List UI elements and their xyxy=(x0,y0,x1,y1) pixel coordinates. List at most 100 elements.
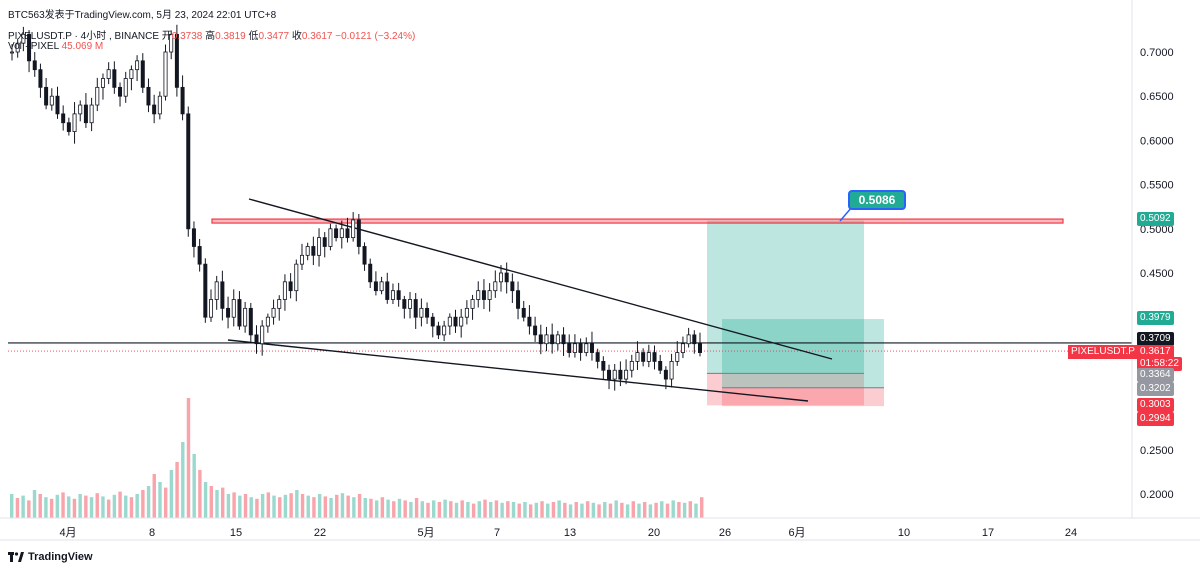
volume-bar xyxy=(403,500,407,518)
volume-bar xyxy=(101,496,105,518)
candle-body xyxy=(220,281,225,309)
volume-bar xyxy=(278,497,282,518)
volume-bar xyxy=(317,494,322,518)
candle-body xyxy=(169,33,174,53)
candle-body xyxy=(140,60,145,88)
volume-bar xyxy=(506,501,510,518)
ohlc-legend: PIXELUSDT.P · 4小时 , BINANCE 开0.3738 高0.3… xyxy=(8,31,416,42)
volume-bar xyxy=(471,503,476,518)
candle-body xyxy=(123,78,128,97)
symbol-name[interactable]: PIXELUSDT.P xyxy=(8,31,72,42)
volume-bar xyxy=(352,497,356,518)
candle-body xyxy=(186,113,191,230)
candle-body xyxy=(339,228,344,239)
candle-body xyxy=(66,122,71,132)
volume-bar xyxy=(386,499,390,518)
interval-label: 4小时 xyxy=(80,31,107,42)
volume-bar xyxy=(374,500,379,518)
volume-bar xyxy=(660,501,664,518)
candle-body xyxy=(607,369,612,380)
volume-bar xyxy=(700,497,704,518)
candle-body xyxy=(555,334,560,345)
candle-body xyxy=(89,104,94,124)
candle-body xyxy=(430,316,435,327)
brand-footer[interactable]: TradingView xyxy=(8,551,93,563)
volume-bar xyxy=(574,502,578,518)
publish-title: BTC563发表于TradingView.com, 5月 23, 2024 22… xyxy=(8,10,277,21)
volume-bar xyxy=(175,462,179,518)
volume-bar xyxy=(95,493,99,518)
candle-body xyxy=(658,360,663,371)
candle-body xyxy=(95,86,100,106)
candle-body xyxy=(27,33,32,62)
price-tag-upper: 0.3979 xyxy=(1137,311,1174,325)
candle-body xyxy=(413,299,418,318)
candle-body xyxy=(442,325,447,336)
price-tag-stop-1: 0.3003 xyxy=(1137,398,1174,412)
volume-bar xyxy=(289,493,293,518)
volume-bar xyxy=(32,490,37,518)
candle-body xyxy=(572,343,577,353)
candle-body xyxy=(191,228,196,247)
candle-body xyxy=(260,325,265,345)
candle-body xyxy=(521,307,526,318)
volume-bar xyxy=(585,501,590,518)
candle-body xyxy=(203,263,208,318)
volume-bar xyxy=(67,496,71,518)
candle-body xyxy=(254,334,259,345)
x-tick-label: 26 xyxy=(719,527,731,539)
volume-bar xyxy=(625,504,630,518)
candle-body xyxy=(550,334,555,345)
volume-bar xyxy=(38,494,42,518)
candle-body xyxy=(288,281,293,292)
candle-body xyxy=(584,343,589,353)
symbol-price-tag: PIXELUSDT.P xyxy=(1068,345,1138,359)
candle-body xyxy=(112,69,117,88)
candle-body xyxy=(476,290,481,300)
volume-bar xyxy=(300,494,305,518)
volume-bar xyxy=(209,486,214,518)
x-tick-label: 7 xyxy=(494,527,500,539)
open-value: 0.3738 xyxy=(171,31,203,42)
candle-body xyxy=(447,316,452,327)
volume-bar xyxy=(152,474,156,518)
volume-bar xyxy=(266,492,271,518)
volume-bar xyxy=(78,494,82,518)
candle-body xyxy=(595,352,600,362)
low-label: 低 xyxy=(248,31,259,42)
volume-bar xyxy=(124,495,128,518)
x-tick-label: 13 xyxy=(564,527,576,539)
y-tick-label: 0.4500 xyxy=(1140,268,1174,280)
y-tick-label: 0.5500 xyxy=(1140,180,1174,192)
target-price-label[interactable]: 0.5086 xyxy=(848,190,906,210)
candle-body xyxy=(15,42,20,53)
countdown-timer: 01:58:22 xyxy=(1137,357,1182,371)
volume-bar xyxy=(665,503,670,518)
candle-body xyxy=(277,299,282,309)
volume-bar xyxy=(272,495,276,518)
candle-body xyxy=(322,237,327,247)
candle-body xyxy=(135,60,140,71)
candle-body xyxy=(231,299,236,318)
volume-bar xyxy=(10,494,14,518)
candle-body xyxy=(362,246,367,265)
candle-body xyxy=(368,263,373,283)
x-tick-label: 5月 xyxy=(417,527,434,539)
candle-body xyxy=(481,290,486,300)
open-label: 开 xyxy=(161,31,172,42)
candle-body xyxy=(624,369,629,380)
candle-body xyxy=(282,281,287,300)
volume-bar xyxy=(118,491,122,518)
volume-bar xyxy=(540,501,544,518)
volume-bar xyxy=(169,470,174,518)
volume-bar xyxy=(392,501,396,518)
candle-body xyxy=(470,299,475,309)
candle-body xyxy=(641,352,646,362)
volume-bar xyxy=(431,500,436,518)
volume-value: 45.069 M xyxy=(61,41,104,52)
volume-bar xyxy=(238,495,242,518)
candle-body xyxy=(618,369,623,380)
volume-bar xyxy=(243,494,248,518)
volume-bar xyxy=(106,499,111,518)
